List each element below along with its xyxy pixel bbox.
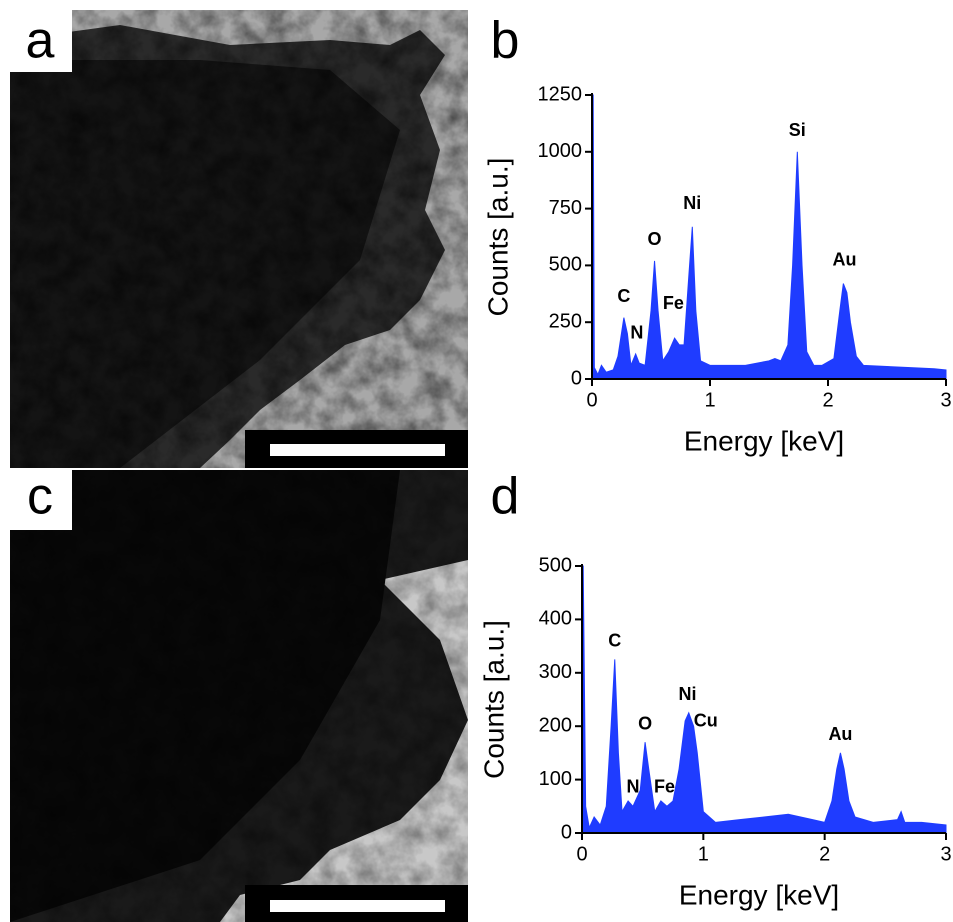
- peak-label: N: [630, 322, 643, 342]
- y-tick-label: 500: [539, 554, 572, 576]
- panel-label: c: [27, 468, 53, 526]
- panel-label-box: [10, 470, 72, 530]
- x-tick-label: 2: [822, 389, 833, 411]
- y-tick-label: 0: [571, 367, 582, 389]
- y-tick-label: 0: [561, 821, 572, 843]
- peak-label: C: [608, 631, 621, 651]
- y-axis-label: Counts [a.u.]: [482, 158, 513, 317]
- peak-label: Ni: [679, 684, 697, 704]
- peak-label: Au: [828, 724, 852, 744]
- x-tick-label: 0: [586, 389, 597, 411]
- peak-label: Ni: [683, 193, 701, 213]
- panel-label-box: [10, 10, 72, 72]
- peak-label: O: [648, 229, 662, 249]
- x-tick-label: 0: [576, 843, 587, 865]
- panel-label: a: [26, 12, 55, 70]
- spectrum-area: [591, 94, 947, 380]
- peak-label: N: [626, 776, 639, 796]
- x-tick-label: 3: [940, 389, 951, 411]
- y-tick-label: 1000: [538, 140, 583, 162]
- y-axis-label: Counts [a.u.]: [478, 620, 509, 779]
- peak-label: O: [638, 713, 652, 733]
- y-tick-label: 300: [539, 661, 572, 683]
- x-axis-label: Energy [keV]: [679, 879, 839, 910]
- panel-label: b: [491, 12, 520, 70]
- peak-label: Au: [833, 250, 857, 270]
- x-tick-label: 1: [704, 389, 715, 411]
- x-tick-label: 3: [940, 843, 951, 865]
- x-axis-label: Energy [keV]: [684, 425, 844, 456]
- peak-label: Fe: [663, 293, 684, 313]
- y-tick-label: 500: [549, 254, 582, 276]
- y-tick-label: 250: [549, 310, 582, 332]
- tem-image-c: [10, 470, 468, 922]
- peak-label: C: [617, 286, 630, 306]
- spectrum-area: [581, 565, 947, 834]
- peak-label: Fe: [654, 776, 675, 796]
- x-tick-label: 2: [819, 843, 830, 865]
- y-tick-label: 1250: [538, 83, 583, 105]
- y-tick-label: 750: [549, 197, 582, 219]
- y-tick-label: 400: [539, 608, 572, 630]
- peak-label: Si: [789, 120, 806, 140]
- peak-label: Cu: [694, 711, 718, 731]
- x-tick-label: 1: [698, 843, 709, 865]
- y-tick-label: 200: [539, 714, 572, 736]
- tem-image-a: [10, 10, 468, 468]
- panel-label: d: [491, 468, 520, 526]
- y-tick-label: 100: [539, 768, 572, 790]
